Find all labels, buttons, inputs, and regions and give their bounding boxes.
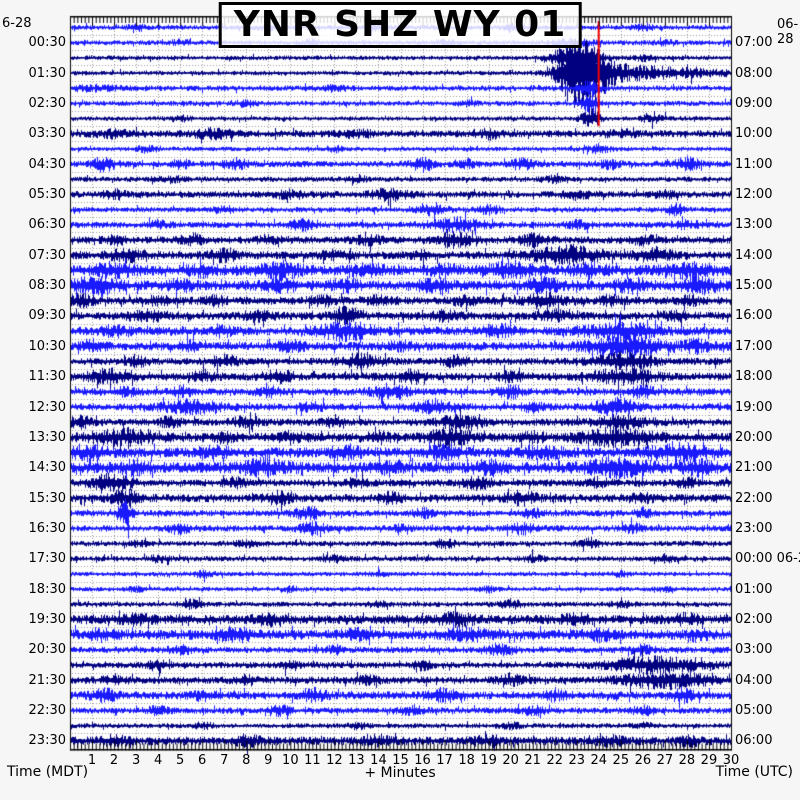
utc-time-label: 14:00 [735, 247, 773, 263]
minute-tick-label: 7 [220, 753, 229, 768]
minute-tick-label: 27 [656, 753, 674, 768]
mdt-time-label: 22:30 [28, 703, 66, 719]
minute-tick-label: 1 [87, 753, 97, 768]
mdt-time-label: 23:30 [28, 733, 66, 749]
mdt-time-label: 13:30 [28, 429, 66, 445]
minute-tick-label: 20 [502, 753, 519, 768]
date-label-left: 6-28 [2, 16, 32, 31]
utc-time-label: 07:00 [735, 35, 773, 51]
mdt-time-label: 14:30 [28, 460, 66, 476]
minute-tick-label: 29 [700, 753, 718, 768]
minute-tick-label: 30 [722, 753, 740, 768]
minute-tick-label: 4 [153, 753, 163, 768]
minute-tick-label: 9 [264, 753, 273, 768]
utc-time-label: 08:00 [735, 65, 773, 81]
utc-time-label: 10:00 [735, 126, 773, 142]
mdt-time-label: 06:30 [28, 217, 66, 233]
mdt-time-label: 15:30 [28, 490, 66, 506]
mdt-time-label: 00:30 [28, 35, 66, 51]
mdt-time-label: 12:30 [28, 399, 66, 415]
minute-tick-label: 28 [678, 753, 696, 768]
minute-tick-label: 13 [348, 753, 365, 768]
mdt-time-label: 04:30 [28, 156, 66, 172]
mdt-time-label: 11:30 [28, 369, 66, 385]
utc-time-label: 17:00 [735, 338, 773, 354]
minute-tick-label: 26 [634, 753, 652, 768]
minute-tick-label: 19 [480, 753, 497, 768]
x-axis-label-mdt: Time (MDT) [7, 764, 89, 780]
minute-tick-label: 25 [612, 753, 630, 768]
utc-time-label: 21:00 [735, 460, 773, 476]
minute-tick-label: 11 [304, 753, 321, 768]
utc-time-label: 01:00 [735, 581, 773, 597]
utc-time-label: 19:00 [735, 399, 773, 415]
mdt-time-label: 10:30 [28, 338, 66, 354]
minute-tick-label: 15 [392, 753, 409, 768]
utc-time-label: 13:00 [735, 217, 773, 233]
utc-time-label: 22:00 [735, 490, 773, 506]
utc-time-label: 02:00 [735, 612, 773, 628]
date-label-right: 06-28 [777, 17, 799, 47]
minute-tick-label: 10 [282, 753, 299, 768]
minute-tick-label: 5 [176, 753, 185, 768]
station-title: YNR SHZ WY 01 [218, 2, 582, 48]
utc-time-label: 12:00 [735, 186, 773, 202]
mdt-time-label: 17:30 [28, 551, 66, 567]
mdt-time-label: 03:30 [28, 126, 66, 142]
minute-tick-label: 17 [436, 753, 453, 768]
mdt-time-label: 05:30 [28, 186, 66, 202]
utc-time-label: 04:00 [735, 672, 773, 688]
mdt-time-label: 20:30 [28, 642, 66, 658]
minute-tick-label: 18 [458, 753, 475, 768]
utc-time-label: 18:00 [735, 369, 773, 385]
mdt-time-label: 01:30 [28, 65, 66, 81]
mdt-time-label: 08:30 [28, 278, 66, 294]
x-axis-label-minutes: + Minutes [364, 765, 436, 781]
minute-tick-label: 16 [414, 753, 431, 768]
x-axis-label-utc: Time (UTC) [715, 764, 793, 780]
mdt-time-label: 18:30 [28, 581, 66, 597]
minute-tick-label: 8 [242, 753, 251, 768]
mdt-time-label: 02:30 [28, 95, 66, 111]
minute-tick-label: 6 [198, 753, 207, 768]
utc-time-label: 16:00 [735, 308, 773, 324]
minute-tick-label: 2 [109, 753, 119, 768]
utc-time-label: 05:00 [735, 703, 773, 719]
minute-tick-label: 24 [590, 753, 608, 768]
utc-time-label: 00:00 06-29 [735, 551, 800, 567]
utc-time-label: 06:00 [735, 733, 773, 749]
minute-tick-label: 23 [568, 753, 586, 768]
minute-tick-label: 14 [370, 753, 387, 768]
mdt-time-label: 09:30 [28, 308, 66, 324]
minute-tick-label: 3 [131, 753, 141, 768]
utc-time-label: 23:00 [735, 520, 773, 536]
utc-time-label: 15:00 [735, 278, 773, 294]
mdt-time-label: 21:30 [28, 672, 66, 688]
minute-tick-label: 12 [326, 753, 343, 768]
utc-time-label: 20:00 [735, 429, 773, 445]
minute-tick-label: 22 [546, 753, 563, 768]
minute-tick-label: 21 [524, 753, 541, 768]
mdt-time-label: 19:30 [28, 612, 66, 628]
mdt-time-label: 16:30 [28, 520, 66, 536]
mdt-time-label: 07:30 [28, 247, 66, 263]
utc-time-label: 11:00 [735, 156, 773, 172]
utc-time-label: 09:00 [735, 95, 773, 111]
utc-time-label: 03:00 [735, 642, 773, 658]
